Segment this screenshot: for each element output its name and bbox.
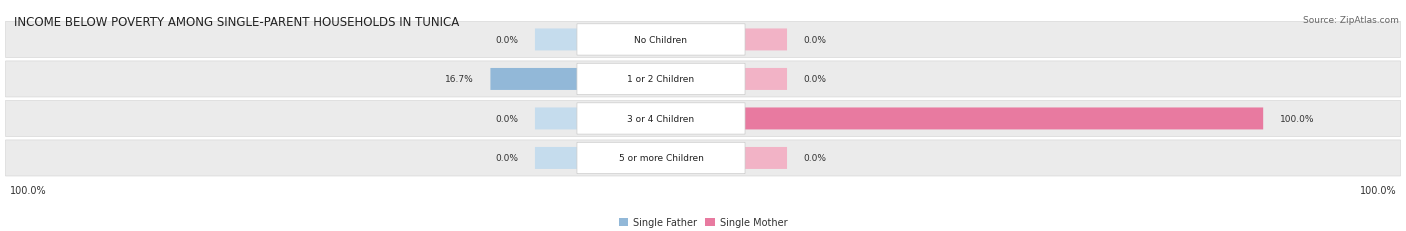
- Text: 5 or more Children: 5 or more Children: [619, 154, 703, 163]
- Text: 0.0%: 0.0%: [495, 36, 519, 45]
- FancyBboxPatch shape: [745, 29, 787, 51]
- Text: 3 or 4 Children: 3 or 4 Children: [627, 114, 695, 123]
- Text: 0.0%: 0.0%: [804, 36, 827, 45]
- FancyBboxPatch shape: [745, 69, 787, 91]
- Text: INCOME BELOW POVERTY AMONG SINGLE-PARENT HOUSEHOLDS IN TUNICA: INCOME BELOW POVERTY AMONG SINGLE-PARENT…: [14, 16, 460, 29]
- FancyBboxPatch shape: [6, 22, 1400, 58]
- FancyBboxPatch shape: [534, 147, 576, 169]
- FancyBboxPatch shape: [534, 29, 576, 51]
- FancyBboxPatch shape: [745, 147, 787, 169]
- Text: 100.0%: 100.0%: [10, 185, 46, 195]
- Text: 1 or 2 Children: 1 or 2 Children: [627, 75, 695, 84]
- FancyBboxPatch shape: [6, 62, 1400, 97]
- Text: No Children: No Children: [634, 36, 688, 45]
- Text: 16.7%: 16.7%: [444, 75, 474, 84]
- FancyBboxPatch shape: [576, 64, 745, 95]
- Text: Source: ZipAtlas.com: Source: ZipAtlas.com: [1303, 16, 1399, 25]
- Text: 0.0%: 0.0%: [495, 154, 519, 163]
- FancyBboxPatch shape: [576, 143, 745, 174]
- FancyBboxPatch shape: [534, 108, 576, 130]
- FancyBboxPatch shape: [576, 25, 745, 56]
- FancyBboxPatch shape: [491, 69, 576, 91]
- Text: 100.0%: 100.0%: [1360, 185, 1396, 195]
- Legend: Single Father, Single Mother: Single Father, Single Mother: [614, 213, 792, 231]
- Text: 0.0%: 0.0%: [804, 75, 827, 84]
- FancyBboxPatch shape: [6, 140, 1400, 176]
- FancyBboxPatch shape: [745, 108, 1263, 130]
- Text: 0.0%: 0.0%: [804, 154, 827, 163]
- FancyBboxPatch shape: [576, 103, 745, 134]
- Text: 0.0%: 0.0%: [495, 114, 519, 123]
- Text: 100.0%: 100.0%: [1279, 114, 1315, 123]
- FancyBboxPatch shape: [6, 101, 1400, 137]
